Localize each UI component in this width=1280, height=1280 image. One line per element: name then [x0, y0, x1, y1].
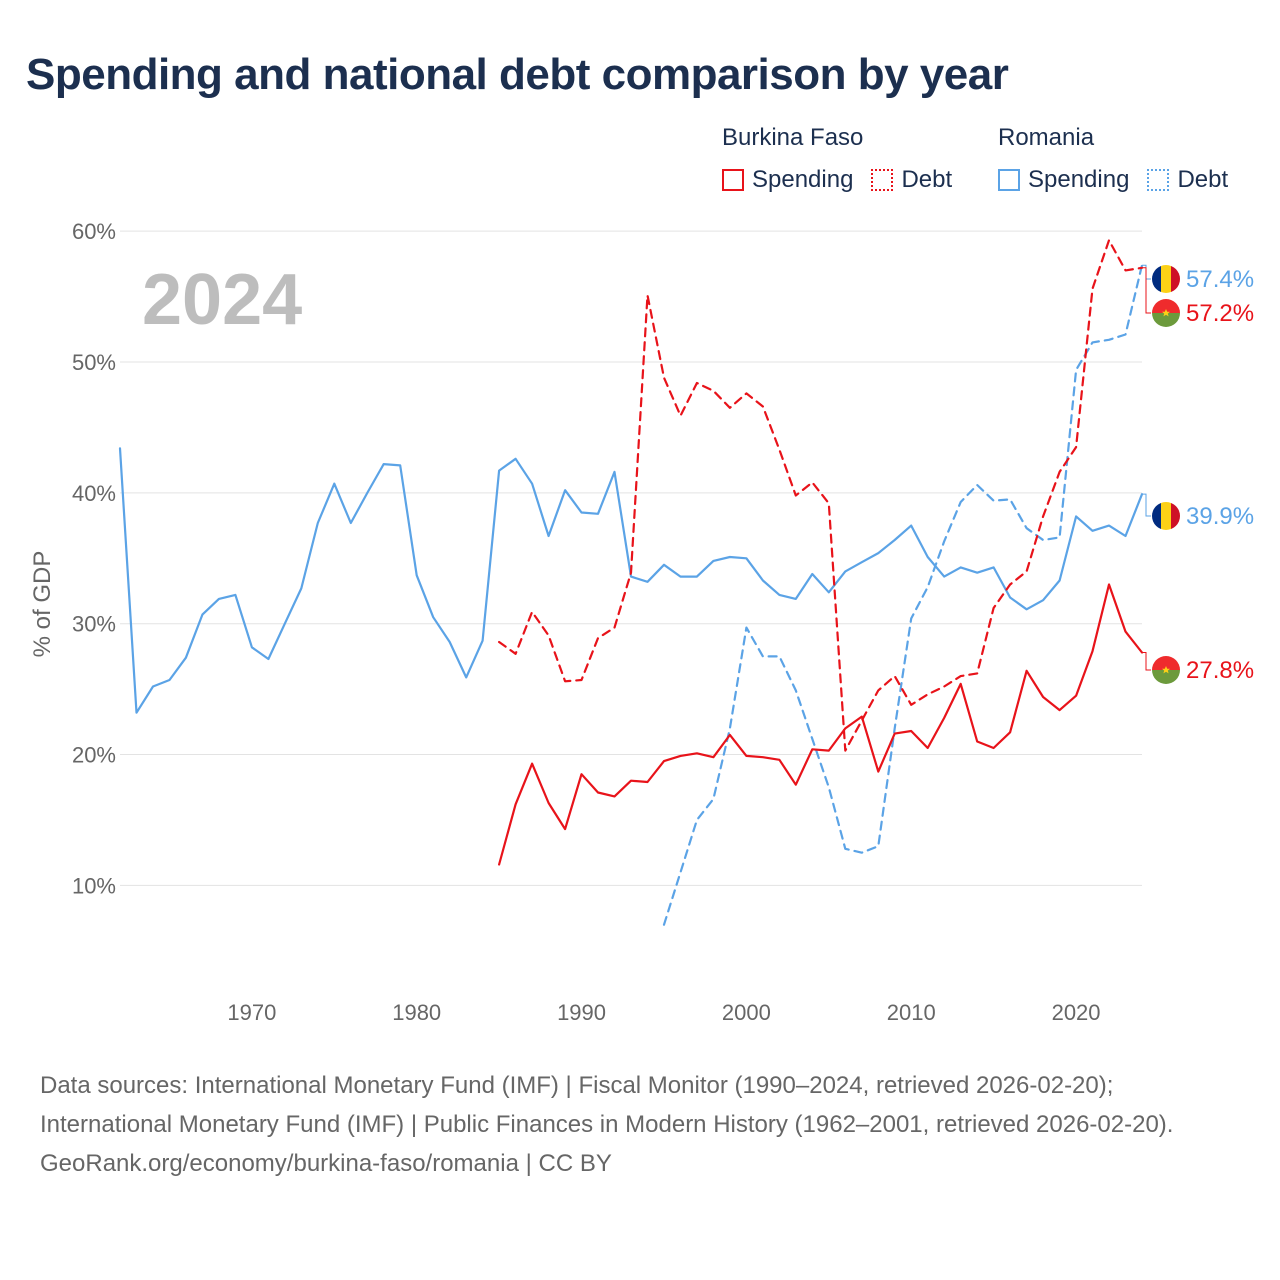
- series-line-burkina-faso-debt[interactable]: [498, 239, 1144, 752]
- y-tick-label: 30%: [72, 612, 116, 637]
- end-label-connector: [1142, 493, 1151, 517]
- footer: Data sources: International Monetary Fun…: [40, 1066, 1240, 1183]
- x-tick-label: 1990: [557, 1000, 606, 1025]
- end-label-connector: [1142, 651, 1151, 671]
- legend-label: Debt: [901, 166, 953, 193]
- legend-label: Spending: [752, 166, 854, 193]
- x-tick-label: 1980: [392, 1000, 441, 1025]
- year-watermark: 2024: [142, 260, 302, 340]
- footer-credit[interactable]: GeoRank.org/economy/burkina-faso/romania…: [40, 1150, 612, 1177]
- legend-swatch-dotted-icon: [1147, 169, 1170, 191]
- end-label-layer: 57.4% 57.2% 39.9% 27.8%: [1142, 264, 1254, 684]
- end-value-label: 27.8%: [1186, 657, 1254, 684]
- footer-sources: Data sources: International Monetary Fun…: [40, 1072, 1174, 1138]
- series-line-romania-spending[interactable]: [118, 447, 1144, 714]
- romania-flag-icon: [1152, 502, 1180, 530]
- series-layer: [118, 239, 1144, 926]
- x-tick-label: 2010: [887, 1000, 936, 1025]
- x-tick-label: 1970: [227, 1000, 276, 1025]
- legend-group-romania: Romania Spending Debt: [998, 124, 1228, 194]
- end-label-connector: [1142, 267, 1151, 314]
- legend-romania-debt[interactable]: Debt: [1147, 166, 1228, 194]
- burkina-faso-flag-icon: [1152, 656, 1180, 684]
- y-axis-label: % of GDP: [29, 551, 56, 658]
- y-tick-label: 20%: [72, 743, 116, 768]
- legend-country-romania: Romania: [998, 124, 1095, 151]
- y-tick-label: 60%: [72, 219, 116, 244]
- legend-swatch-dotted-icon: [871, 169, 894, 191]
- legend-burkina-debt[interactable]: Debt: [871, 166, 952, 194]
- end-value-label: 57.4%: [1186, 266, 1254, 293]
- legend-country-burkina-faso: Burkina Faso: [722, 124, 864, 151]
- y-tick-label: 40%: [72, 481, 116, 506]
- end-value-label: 57.2%: [1186, 300, 1254, 327]
- legend-group-burkina-faso: Burkina Faso Spending Debt: [722, 124, 952, 194]
- series-line-romania-debt[interactable]: [662, 264, 1144, 926]
- legend-romania-spending[interactable]: Spending: [998, 166, 1129, 194]
- legend-label: Spending: [1028, 166, 1130, 193]
- series-line-burkina-faso-spending[interactable]: [498, 583, 1144, 866]
- y-tick-label: 10%: [72, 873, 116, 898]
- chart-title: Spending and national debt comparison by…: [26, 50, 1009, 99]
- burkina-faso-flag-icon: [1152, 299, 1180, 327]
- y-tick-label: 50%: [72, 350, 116, 375]
- line-chart: 10% 20% 30% 40% 50% 60% 1970 1980 1990 2000 2010 20…: [29, 219, 1254, 1025]
- romania-flag-icon: [1152, 265, 1180, 293]
- end-value-label: 39.9%: [1186, 503, 1254, 530]
- legend-label: Debt: [1177, 166, 1229, 193]
- x-tick-label: 2000: [722, 1000, 771, 1025]
- legend-burkina-spending[interactable]: Spending: [722, 166, 853, 194]
- grid-layer: 10% 20% 30% 40% 50% 60% 1970 1980 1990 2000 2010 20…: [72, 219, 1142, 1025]
- legend-swatch-solid-icon: [722, 169, 744, 191]
- x-tick-label: 2020: [1052, 1000, 1101, 1025]
- legend-swatch-solid-icon: [998, 169, 1020, 191]
